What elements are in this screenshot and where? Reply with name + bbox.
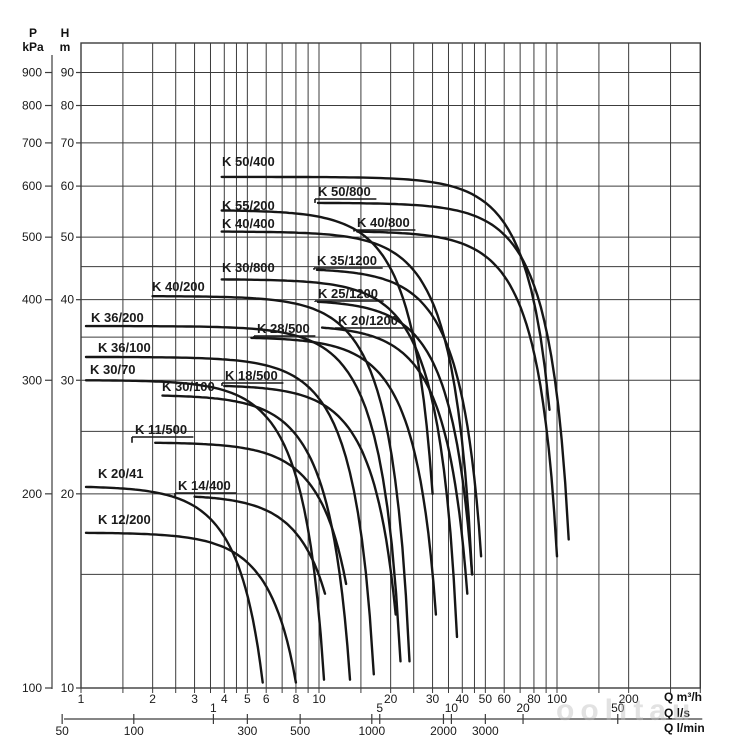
flow-lmin-label: 1000: [358, 724, 385, 738]
watermark-text: oolitau: [556, 694, 697, 727]
curve-label: K 28/500: [257, 321, 310, 336]
head-tick-label: 70: [61, 136, 75, 150]
head-tick-label: 90: [61, 66, 75, 80]
flow-ls-label: 50: [611, 701, 625, 715]
flow-m3h-label: 200: [619, 692, 639, 706]
head-tick-label: 60: [61, 179, 75, 193]
curve-K-11-500: [154, 441, 348, 586]
flow-m3h-label: 5: [244, 692, 251, 706]
curve-K-14-400: [193, 495, 327, 595]
curve-label: K 50/400: [222, 154, 275, 169]
curve-label: K 20/41: [98, 466, 144, 481]
curve-K-20-41: [84, 485, 264, 684]
curve-K-25-1200: [316, 300, 474, 576]
curve-label: K 14/400: [178, 478, 231, 493]
curve-K-18-500: [223, 384, 397, 616]
flow-lmin-label: 50: [55, 724, 69, 738]
head-tick-label: 20: [61, 487, 75, 501]
head-axis-unit: m: [59, 40, 71, 54]
pressure-tick-label: 800: [22, 99, 42, 113]
flow-lmin-label: 500: [290, 724, 310, 738]
curve-label: K 25/1200: [318, 286, 378, 301]
curve-label: K 55/200: [222, 198, 275, 213]
pressure-tick-label: 300: [22, 373, 42, 387]
curve-label: K 18/500: [225, 368, 278, 383]
pressure-tick-label: 900: [22, 66, 42, 80]
curve-label: K 40/800: [357, 215, 410, 230]
head-axis-symbol: H: [60, 26, 70, 40]
flow-ls-label: 5: [376, 701, 383, 715]
flow-m3h-label: 6: [263, 692, 270, 706]
flow-ls-label: 20: [516, 701, 530, 715]
flow-lmin-label: 100: [124, 724, 144, 738]
curve-label: K 40/200: [152, 279, 205, 294]
curve-label: K 11/500: [135, 422, 187, 437]
curve-label: K 12/200: [98, 512, 151, 527]
pressure-axis-header: P kPa: [14, 26, 52, 54]
curve-label: K 35/1200: [317, 253, 377, 268]
flow-m3h-label: 4: [221, 692, 228, 706]
head-tick-label: 80: [61, 99, 75, 113]
curve-K-40-400: [220, 230, 474, 576]
flow-ls-label: 1: [210, 701, 217, 715]
pressure-tick-label: 100: [22, 681, 42, 695]
pressure-axis-unit: kPa: [22, 40, 44, 54]
curve-K-36-200: [84, 324, 402, 663]
curve-label: K 50/800: [318, 184, 371, 199]
flow-m3h-label: 8: [293, 692, 300, 706]
curve-label: K 30/800: [222, 260, 275, 275]
pressure-tick-label: 400: [22, 293, 42, 307]
head-axis-header: H m: [52, 26, 78, 54]
flow-lmin-label: 2000: [430, 724, 457, 738]
flow-m3h-label: 30: [426, 692, 440, 706]
flow-ls-label: 10: [445, 701, 459, 715]
curve-K-36-100: [84, 355, 375, 676]
curve-K-12-200: [84, 531, 298, 684]
curve-K-30-800: [220, 278, 459, 639]
curve-K-50-800: [316, 201, 570, 541]
flow-lmin-label: 300: [237, 724, 257, 738]
pressure-tick-label: 500: [22, 230, 42, 244]
flow-m3h-label: 2: [149, 692, 156, 706]
flow-unit-ls: Q l/s: [664, 706, 691, 720]
flow-m3h-label: 100: [547, 692, 567, 706]
curve-label: K 36/100: [98, 340, 151, 355]
flow-m3h-label: 20: [384, 692, 398, 706]
curve-label: K 30/100: [162, 379, 215, 394]
curve-K-30-70: [84, 379, 326, 681]
head-tick-label: 10: [61, 681, 75, 695]
curve-K-50-400: [220, 175, 551, 411]
curve-label: K 40/400: [222, 216, 275, 231]
pressure-tick-label: 600: [22, 179, 42, 193]
curve-K-55-200: [220, 209, 434, 495]
curve-label: K 20/1200: [338, 313, 398, 328]
head-tick-label: 30: [61, 373, 75, 387]
flow-lmin-label: 3000: [472, 724, 499, 738]
head-tick-label: 50: [61, 230, 75, 244]
curve-K-35-1200: [315, 268, 483, 558]
head-tick-label: 40: [61, 293, 75, 307]
flow-m3h-label: 80: [527, 692, 541, 706]
curve-K-30-100: [161, 394, 352, 681]
flow-m3h-label: 1: [78, 692, 85, 706]
pressure-axis-symbol: P: [28, 26, 37, 40]
curve-label: K 30/70: [90, 362, 136, 377]
curve-label: K 36/200: [91, 310, 144, 325]
flow-m3h-label: 40: [456, 692, 470, 706]
flow-m3h-label: 10: [312, 692, 326, 706]
curve-K-20-1200: [320, 326, 469, 595]
flow-unit-m3h: Q m³/h: [664, 690, 702, 704]
flow-m3h-label: 50: [479, 692, 493, 706]
flow-unit-lmin: Q l/min: [664, 721, 705, 735]
pressure-tick-label: 700: [22, 136, 42, 150]
flow-m3h-label: 3: [191, 692, 198, 706]
curve-K-40-800: [356, 230, 559, 558]
flow-m3h-label: 60: [498, 692, 512, 706]
pressure-tick-label: 200: [22, 487, 42, 501]
curve-K-28-500: [250, 336, 438, 616]
